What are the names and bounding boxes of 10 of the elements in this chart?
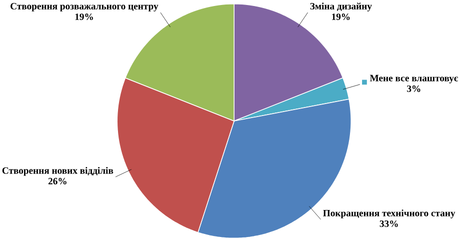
slice-label: Покращення технічного стану xyxy=(323,210,456,219)
slice-label: Створення розважального центру xyxy=(10,3,158,12)
data-label: 3% xyxy=(407,86,420,92)
data-label: 26% xyxy=(48,178,66,185)
legend-label: Мене все влаштовує xyxy=(370,75,458,84)
data-label: 19% xyxy=(75,14,93,20)
slice-label: Створення нових відділів xyxy=(2,167,114,176)
data-label: 19% xyxy=(332,14,350,20)
data-label: 33% xyxy=(380,220,398,228)
slice-label: Зміна дизайну xyxy=(310,2,372,12)
